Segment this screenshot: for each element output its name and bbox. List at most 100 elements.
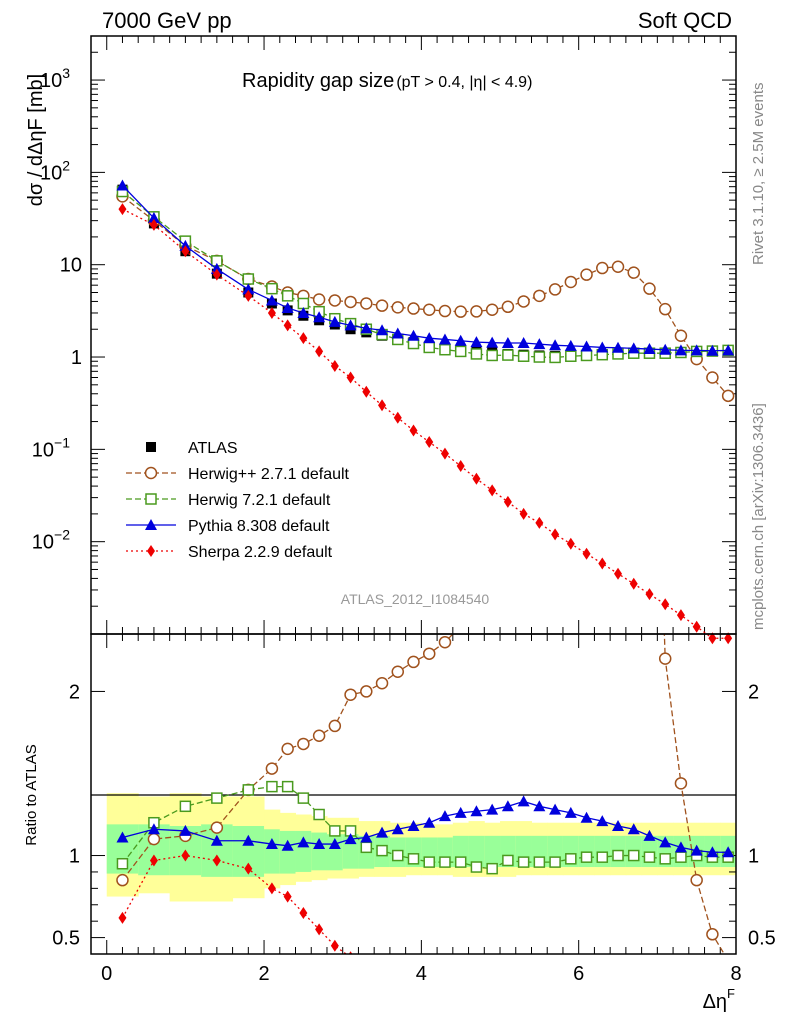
ratio-point-sherpa — [283, 890, 292, 903]
point-herwig7 — [439, 343, 451, 356]
band-inner — [295, 830, 312, 872]
point-pythia — [438, 333, 451, 345]
ratio-y-tick-label: 2 — [69, 681, 80, 703]
point-pythia — [210, 262, 223, 274]
ratio-point-herwig7 — [297, 792, 310, 804]
ratio-point-herwigpp — [147, 832, 161, 846]
series-herwig7 — [116, 185, 734, 364]
point-herwigpp — [580, 268, 593, 281]
band-inner — [311, 832, 328, 871]
ratio-point-pythia — [470, 805, 483, 817]
point-herwig7 — [517, 350, 530, 362]
ratio-point-herwigpp — [690, 873, 703, 887]
point-herwigpp — [501, 300, 515, 314]
ratio-point-herwig7 — [627, 849, 640, 862]
main-title-big: Rapidity gap size — [242, 70, 394, 92]
legend-marker-herwig7 — [145, 493, 157, 505]
point-sherpa — [440, 447, 449, 460]
ratio-point-herwig7 — [329, 825, 341, 837]
series-sherpa — [118, 203, 733, 645]
point-pythia — [690, 344, 703, 356]
ratio-point-pythia — [297, 836, 310, 848]
ratio-point-herwigpp — [407, 655, 420, 669]
ratio-y-tick-label-right: 1 — [748, 846, 759, 868]
ratio-frame — [90, 633, 737, 955]
y-tick-exponent: 3 — [62, 65, 70, 81]
point-pythia — [486, 336, 499, 348]
ratio-point-pythia — [265, 838, 278, 850]
ratio-point-pythia — [423, 816, 436, 828]
ratio-point-pythia — [659, 836, 672, 848]
ratio-point-pythia — [454, 806, 467, 818]
ratio-point-sherpa — [212, 854, 221, 867]
ratio-panel: 0.5 0.5 1 1 2 2 0 2 4 6 8 Ratio to ATLAS ΔηF — [23, 633, 776, 1013]
point-pythia — [376, 324, 389, 336]
ratio-y-tick-label-right: 2 — [748, 681, 759, 703]
ratio-point-herwigpp — [297, 737, 310, 751]
point-sherpa — [409, 424, 418, 437]
ratio-point-herwig7 — [242, 784, 255, 796]
point-herwigpp — [596, 261, 609, 275]
point-pythia — [674, 344, 687, 356]
ratio-series — [116, 634, 735, 954]
series-atlas — [117, 184, 734, 361]
ratio-point-pythia — [391, 823, 404, 835]
point-sherpa — [330, 359, 339, 372]
header-left: 7000 GeV pp — [102, 8, 232, 33]
ratio-point-herwig7 — [266, 780, 278, 793]
point-pythia — [423, 332, 436, 344]
legend-label-pythia: Pythia 8.308 default — [188, 518, 330, 535]
point-pythia — [722, 344, 735, 356]
point-sherpa — [598, 557, 607, 570]
ratio-point-sherpa — [244, 862, 253, 875]
point-sherpa — [425, 436, 434, 449]
legend-label-herwig7: Herwig 7.2.1 default — [188, 492, 331, 509]
ratio-point-herwigpp — [674, 777, 688, 790]
point-herwig7 — [549, 351, 561, 364]
x-axis-label: ΔηF — [703, 986, 735, 1013]
band-inner — [484, 835, 501, 868]
legend-marker-sherpa — [147, 545, 155, 557]
ratio-point-pythia — [549, 803, 562, 815]
point-sherpa — [519, 507, 528, 520]
ratio-point-herwig7 — [454, 856, 467, 868]
point-herwigpp — [407, 302, 420, 315]
ratio-point-herwigpp — [281, 742, 294, 756]
point-herwigpp — [627, 266, 640, 279]
point-pythia — [391, 327, 404, 339]
ratio-point-pythia — [674, 841, 687, 853]
legend: ATLAS Herwig++ 2.7.1 default Herwig 7.2.1 … — [126, 440, 350, 561]
point-sherpa — [149, 218, 158, 231]
point-sherpa — [378, 399, 387, 412]
side-text-bottom: mcplots.cern.ch [arXiv:1306.3436] — [750, 403, 767, 630]
x-tick-label: 0 — [101, 963, 112, 985]
point-herwigpp — [706, 371, 719, 384]
ratio-point-herwigpp — [116, 873, 129, 887]
point-herwigpp — [360, 297, 373, 310]
ratio-point-herwig7 — [549, 856, 561, 868]
point-pythia — [643, 343, 656, 355]
point-sherpa — [362, 385, 371, 398]
ratio-point-sherpa — [267, 882, 276, 895]
ratio-point-herwig7 — [486, 862, 498, 875]
ratio-point-herwig7 — [596, 851, 609, 863]
y-tick-label: 10 — [60, 255, 82, 277]
ratio-point-herwig7 — [313, 808, 325, 821]
ratio-point-herwig7 — [211, 792, 223, 804]
ratio-point-pythia — [210, 834, 223, 846]
ratio-point-pythia — [596, 815, 609, 827]
point-herwigpp — [611, 260, 625, 274]
ratio-y-tick-label-right: 0.5 — [748, 928, 776, 950]
ratio-y-tick-label: 1 — [69, 846, 80, 868]
ratio-point-pythia — [627, 823, 640, 835]
ratio-point-pythia — [116, 831, 129, 843]
point-herwigpp — [674, 329, 688, 342]
ratio-point-herwig7 — [580, 851, 593, 863]
ratio-point-herwig7 — [675, 851, 687, 863]
point-pythia — [328, 315, 341, 327]
ratio-point-herwig7 — [502, 854, 514, 867]
point-pythia — [265, 294, 278, 306]
point-herwigpp — [344, 295, 357, 309]
point-sherpa — [283, 319, 292, 332]
